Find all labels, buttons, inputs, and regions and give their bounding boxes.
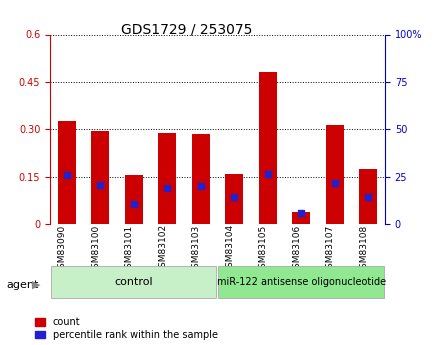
Bar [224,174,243,224]
Point [264,171,271,176]
Text: GSM83102: GSM83102 [158,224,167,273]
Text: GSM83104: GSM83104 [225,224,234,273]
Text: GSM83107: GSM83107 [325,224,334,274]
Point [164,185,171,191]
Bar [57,121,76,224]
Point [230,195,237,200]
Text: miR-122 antisense oligonucleotide: miR-122 antisense oligonucleotide [216,277,385,287]
Text: GSM83101: GSM83101 [125,224,134,274]
Text: GSM83108: GSM83108 [358,224,367,274]
Bar [124,175,143,224]
Point [63,172,70,178]
FancyBboxPatch shape [51,266,216,298]
FancyBboxPatch shape [218,266,383,298]
Text: agent: agent [7,280,39,289]
Bar [291,211,310,224]
Bar [358,169,377,224]
Point [297,210,304,216]
Text: GSM83100: GSM83100 [91,224,100,274]
Point [197,184,204,189]
Text: GSM83106: GSM83106 [292,224,300,274]
Bar [158,132,176,224]
Text: GSM83105: GSM83105 [258,224,267,274]
Bar [325,125,343,224]
Text: ▶: ▶ [32,280,40,289]
Text: control: control [114,277,153,287]
Point [97,182,104,187]
Text: GSM83090: GSM83090 [58,224,67,274]
Bar [91,131,109,224]
Bar [258,72,276,224]
Bar [191,134,210,224]
Legend: count, percentile rank within the sample: count, percentile rank within the sample [35,317,217,340]
Text: GSM83103: GSM83103 [191,224,201,274]
Point [130,201,137,206]
Text: GDS1729 / 253075: GDS1729 / 253075 [121,22,252,37]
Point [331,180,338,186]
Point [364,195,371,200]
